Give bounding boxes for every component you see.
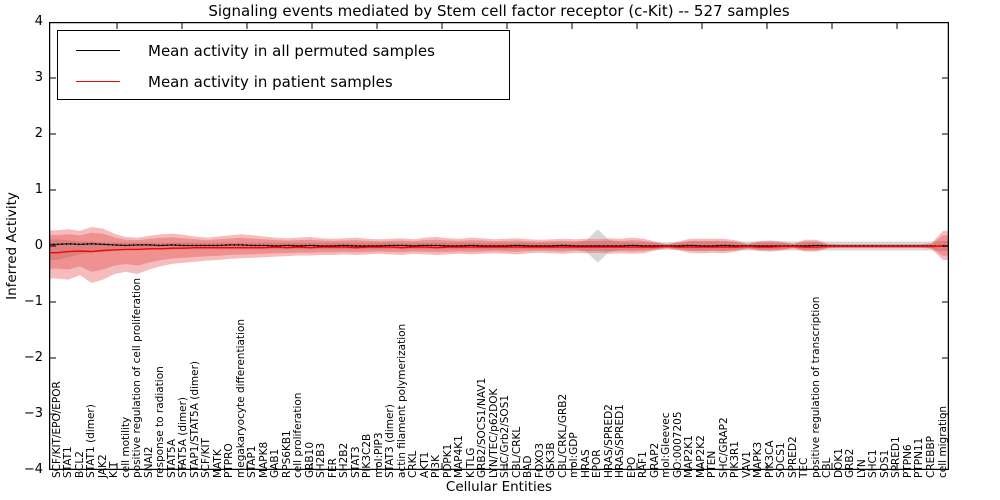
x-tick-label: STAP1: [246, 445, 259, 478]
x-tick-label: GRB2: [844, 448, 857, 478]
x-tick-label: mol:GDP: [568, 432, 581, 478]
x-tick-label: GSK3B: [545, 442, 558, 478]
permuted-mean-line: [49, 243, 949, 247]
x-tick-label: STAP1/STAT5A (dimer): [188, 360, 201, 478]
x-tick-label: cell migration: [936, 405, 949, 478]
x-tick-label: EPOR: [591, 449, 604, 478]
x-tick-label: cell proliferation: [292, 392, 305, 478]
x-tick-label: PTPN11: [913, 437, 926, 478]
x-tick-label: PTEN: [706, 450, 719, 478]
x-tick-label: JAK2: [96, 454, 109, 478]
x-tick-label: STAT5A: [165, 439, 178, 478]
x-tick-label: MAPK8: [257, 441, 270, 478]
x-tick-label: MAP4K1: [453, 435, 466, 478]
x-tick-label: BAD: [522, 455, 535, 478]
x-tick-label: SH2B2: [338, 442, 351, 478]
legend-item-patient: Mean activity in patient samples: [76, 66, 509, 97]
permuted-range-band: [49, 229, 949, 263]
black-line-sample-icon: [76, 50, 120, 51]
x-tick-label: positive regulation of cell proliferatio…: [131, 277, 144, 478]
x-tick-label: RPS6KB1: [280, 430, 293, 478]
y-tick-label: −1: [23, 294, 43, 309]
x-tick-label: STAT3: [349, 446, 362, 478]
x-tick-label: PTPRO: [223, 443, 236, 478]
x-tick-label: cell motility: [119, 416, 132, 478]
patient-range-band-core: [49, 232, 949, 272]
x-tick-label: GAB1: [269, 448, 282, 478]
y-tick-label: 4: [34, 14, 43, 29]
y-tick-label: 2: [34, 126, 43, 141]
y-tick-label: 0: [34, 238, 43, 253]
x-tick-label: BCL2: [73, 451, 86, 478]
x-tick-label: SHC1: [867, 449, 880, 478]
x-tick-label: STAT5A (dimer): [177, 396, 190, 478]
red-line-sample-icon: [76, 81, 120, 82]
legend-box: Mean activity in all permuted samples Me…: [57, 30, 510, 100]
x-tick-label: STAT1: [62, 446, 74, 478]
x-tick-label: SOCS1: [775, 442, 788, 478]
x-tick-label: STAT3 (dimer): [384, 404, 397, 478]
permuted-mean-markers: [49, 242, 949, 247]
x-tick-label: HRAS/SPRED1: [614, 404, 627, 478]
x-tick-label: GRB10: [303, 442, 316, 478]
x-tick-label: MATK: [211, 449, 224, 478]
y-tick-label: 3: [34, 70, 43, 85]
y-tick-label: −3: [23, 406, 43, 421]
x-tick-label: megakaryocyte differentiation: [234, 318, 247, 478]
x-tick-label: RAF1: [637, 451, 650, 478]
chart-title: Signaling events mediated by Stem cell f…: [208, 2, 790, 20]
x-tick-label: MAP2K1: [683, 435, 696, 478]
x-tick-label: PIK3R1: [729, 441, 742, 478]
x-tick-label: PI3K: [430, 455, 443, 478]
x-tick-label: TEC: [798, 457, 811, 478]
x-tick-label: CREBBP: [924, 436, 937, 478]
x-tick-label: STAT1 (dimer): [85, 404, 98, 478]
x-axis-label: Cellular Entities: [445, 479, 553, 495]
x-tick-label: SHC/Grb2/SOS1: [499, 394, 512, 478]
x-tick-label: FER: [326, 458, 339, 478]
x-tick-label: mol:Gleevec: [660, 412, 673, 478]
x-tick-label: GRB2/SOCS1/NAV1: [476, 377, 489, 478]
x-tick-label: CRKL: [407, 450, 420, 478]
x-tick-label: response to radiation: [154, 366, 167, 478]
y-tick-label: 1: [34, 182, 43, 197]
x-tick-label: MAPK3: [752, 441, 765, 478]
y-tick-label: −2: [23, 350, 43, 365]
x-tick-label: SNAI2: [142, 446, 155, 478]
x-tick-label: SPRED1: [890, 436, 903, 478]
x-tick-label: SCF/KIT: [200, 438, 213, 478]
x-tick-label: SH2B3: [315, 442, 328, 478]
legend-label: Mean activity in patient samples: [148, 72, 393, 91]
patient-mean-line: [49, 245, 949, 254]
x-tick-label: KIT: [108, 461, 121, 478]
x-tick-label: positive regulation of transcription: [809, 296, 822, 478]
legend-item-permuted: Mean activity in all permuted samples: [76, 35, 509, 66]
x-tick-label: CBL: [821, 457, 834, 478]
patient-range-band: [49, 227, 949, 283]
legend-label: Mean activity in all permuted samples: [148, 41, 435, 60]
x-tick-label: SCF/KIT/EPO/EPOR: [50, 381, 63, 478]
x-tick-label: PIK3C2B: [361, 433, 374, 478]
y-tick-label: −4: [23, 462, 43, 477]
